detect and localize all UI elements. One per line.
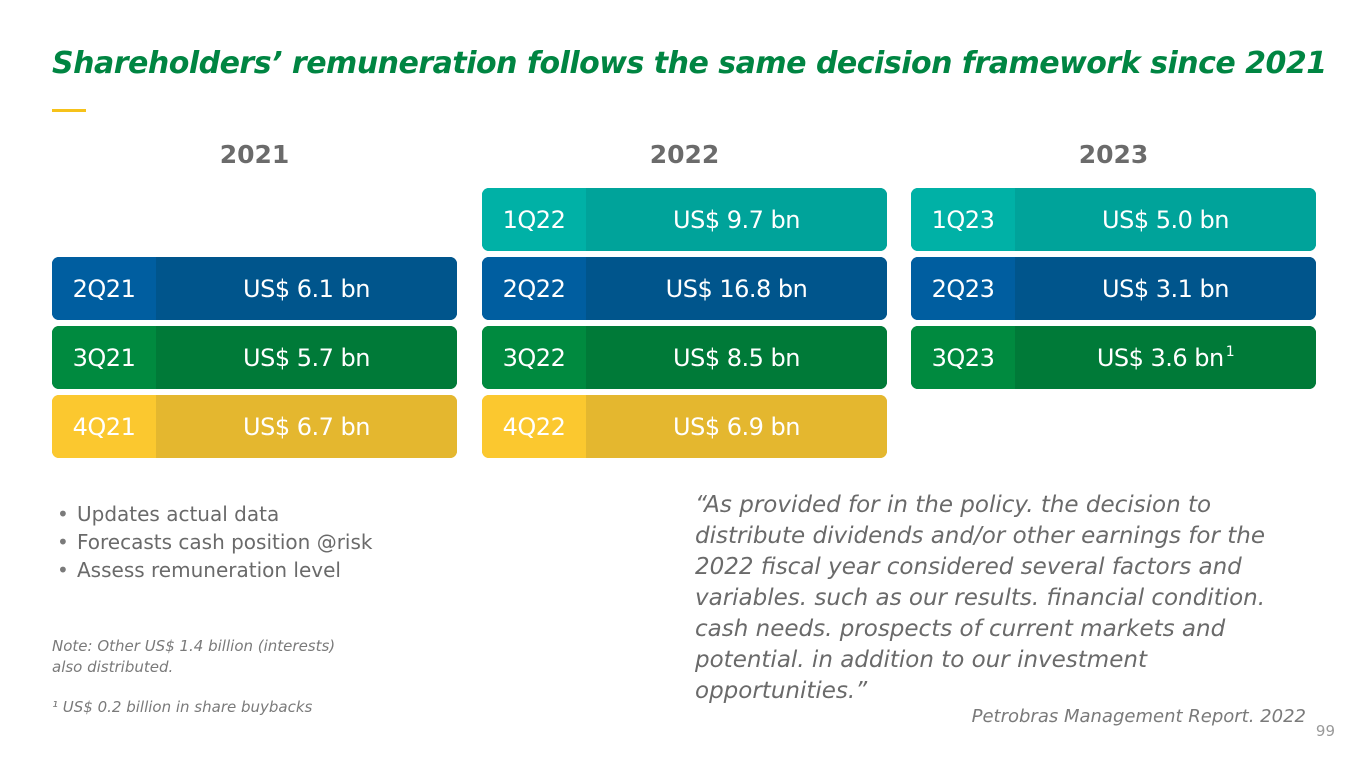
quarter-box: 4Q21 US$ 6.7 bn xyxy=(52,395,457,458)
quarter-box: 3Q21 US$ 5.7 bn xyxy=(52,326,457,389)
quarter-value: US$ 16.8 bn xyxy=(586,257,887,320)
quarter-label: 3Q23 xyxy=(911,326,1015,389)
quarter-box: 3Q22 US$ 8.5 bn xyxy=(482,326,887,389)
quarter-box: 2Q23 US$ 3.1 bn xyxy=(911,257,1316,320)
quarter-label: 3Q21 xyxy=(52,326,156,389)
quarter-label: 3Q22 xyxy=(482,326,586,389)
title-accent-bar xyxy=(52,109,86,112)
footnote-text: ¹ US$ 0.2 billion in share buybacks xyxy=(52,698,313,716)
quarter-value: US$ 6.9 bn xyxy=(586,395,887,458)
quarter-box: 1Q23 US$ 5.0 bn xyxy=(911,188,1316,251)
quarter-value: US$ 5.0 bn xyxy=(1015,188,1316,251)
quarter-label: 2Q21 xyxy=(52,257,156,320)
page-title: Shareholders’ remuneration follows the s… xyxy=(52,46,1327,81)
quarter-value: US$ 5.7 bn xyxy=(156,326,457,389)
quarter-box: 4Q22 US$ 6.9 bn xyxy=(482,395,887,458)
quarter-label: 4Q22 xyxy=(482,395,586,458)
quote-source: Petrobras Management Report. 2022 xyxy=(971,706,1306,727)
quarter-value: US$ 6.7 bn xyxy=(156,395,457,458)
quarter-label: 1Q23 xyxy=(911,188,1015,251)
year-heading: 2021 xyxy=(219,140,290,169)
bullet-item: Assess remuneration level xyxy=(57,556,372,584)
quarter-box: 2Q21 US$ 6.1 bn xyxy=(52,257,457,320)
note-text: Note: Other US$ 1.4 billion (interests) … xyxy=(52,637,336,676)
bullet-item: Updates actual data xyxy=(57,500,372,528)
footnote-marker: 1 xyxy=(1225,343,1235,360)
bullet-item: Forecasts cash position @risk xyxy=(57,528,372,556)
year-heading: 2022 xyxy=(649,140,720,169)
quarter-label: 1Q22 xyxy=(482,188,586,251)
quarter-box: 1Q22 US$ 9.7 bn xyxy=(482,188,887,251)
quarter-value: US$ 3.6 bn 1 xyxy=(1015,326,1316,389)
page-number: 99 xyxy=(1315,722,1335,740)
quarter-box: 3Q23 US$ 3.6 bn 1 xyxy=(911,326,1316,389)
year-heading: 2023 xyxy=(1078,140,1149,169)
quarter-value: US$ 9.7 bn xyxy=(586,188,887,251)
quarter-value-text: US$ 3.6 bn xyxy=(1096,343,1224,372)
quarter-box: 2Q22 US$ 16.8 bn xyxy=(482,257,887,320)
quarter-label: 2Q23 xyxy=(911,257,1015,320)
bullet-list: Updates actual data Forecasts cash posit… xyxy=(57,500,372,584)
quarter-label: 2Q22 xyxy=(482,257,586,320)
quarter-label: 4Q21 xyxy=(52,395,156,458)
quarter-value: US$ 8.5 bn xyxy=(586,326,887,389)
policy-quote: “As provided for in the policy. the deci… xyxy=(695,492,1266,704)
quarter-value: US$ 6.1 bn xyxy=(156,257,457,320)
quarter-value: US$ 3.1 bn xyxy=(1015,257,1316,320)
